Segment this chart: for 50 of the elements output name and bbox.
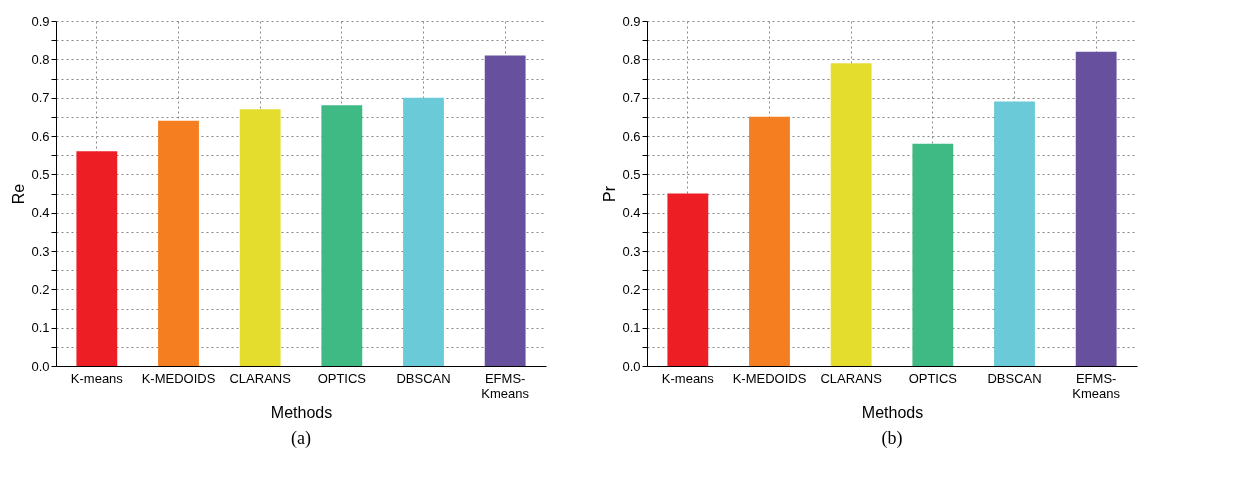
x-tick-label: K-MEDOIDS [732,370,807,386]
y-tick-label: 0.2 [31,281,50,297]
y-tick-label: 0.6 [31,128,50,144]
bar [321,105,363,366]
x-tick-label: CLARANS [820,370,883,386]
x-axis-title: Methods [861,403,924,421]
x-tick-label: K-MEDOIDS [141,370,216,386]
y-tick-label: 0.9 [622,13,641,29]
y-axis-title: Pr [601,185,619,202]
bar [994,101,1035,366]
bar [403,97,444,366]
y-tick-label: 0.0 [31,358,50,374]
x-tick-label: CLARANS [229,370,292,386]
x-tick-label: DBSCAN [987,370,1042,386]
y-axis-title: Re [10,183,28,205]
y-tick-label: 0.3 [622,243,641,259]
text: (b) [881,428,903,449]
x-tick-label: OPTICS [317,370,367,386]
x-tick-label: EFMS- Kmeans [481,370,530,401]
y-tick-label: 0.6 [622,128,641,144]
bar [749,116,790,366]
bar [484,55,526,366]
bar [1075,51,1117,366]
bar [830,63,872,366]
bar [667,193,709,366]
bar [158,120,199,366]
y-tick-label: 0.4 [31,205,50,221]
y-tick-label: 0.1 [31,320,50,336]
y-tick-label: 0.9 [31,13,50,29]
y-tick-label: 0.1 [622,320,641,336]
y-tick-label: 0.5 [622,166,641,182]
y-tick-label: 0.4 [622,205,641,221]
y-tick-label: 0.8 [622,51,641,67]
bar [239,109,281,366]
x-tick-label: DBSCAN [396,370,451,386]
x-tick-label: K-means [70,370,124,386]
y-tick-label: 0.5 [31,166,50,182]
y-tick-label: 0.3 [31,243,50,259]
y-tick-label: 0.7 [31,90,50,106]
y-tick-label: 0.8 [31,51,50,67]
bar [912,143,954,366]
y-tick-label: 0.2 [622,281,641,297]
y-tick-label: 0.7 [622,90,641,106]
y-tick-label: 0.0 [622,358,641,374]
x-tick-label: OPTICS [908,370,958,386]
x-tick-label: EFMS- Kmeans [1072,370,1121,401]
x-axis-title: Methods [270,403,333,421]
text: (a) [291,428,311,449]
x-tick-label: K-means [661,370,715,386]
bar [76,151,118,366]
